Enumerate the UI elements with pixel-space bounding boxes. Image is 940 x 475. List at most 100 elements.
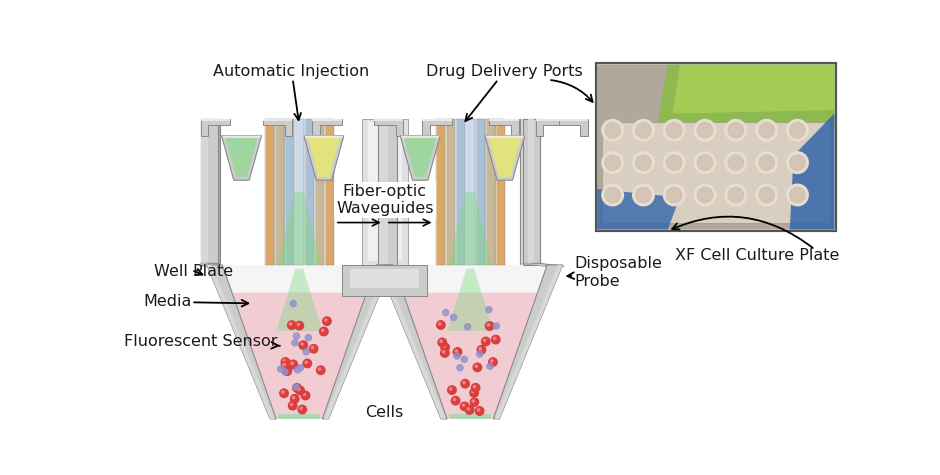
Circle shape [756, 184, 777, 206]
Polygon shape [404, 138, 436, 177]
Circle shape [462, 381, 465, 384]
Polygon shape [222, 135, 261, 180]
Polygon shape [226, 138, 258, 177]
Bar [476, 119, 485, 265]
Text: XF Cell Culture Plate: XF Cell Culture Plate [676, 248, 839, 263]
Circle shape [281, 358, 290, 366]
Text: Fluorescent Sensor: Fluorescent Sensor [124, 334, 280, 350]
Circle shape [633, 120, 654, 141]
Circle shape [439, 323, 441, 325]
Bar [201, 119, 208, 265]
Circle shape [790, 187, 806, 203]
Circle shape [282, 391, 284, 393]
Circle shape [487, 363, 494, 370]
Bar [378, 119, 397, 265]
Circle shape [291, 340, 298, 346]
Text: Cells: Cells [366, 406, 404, 420]
Circle shape [473, 363, 481, 371]
Circle shape [449, 388, 452, 390]
Circle shape [605, 187, 620, 203]
Circle shape [470, 389, 478, 397]
Circle shape [728, 123, 744, 138]
Circle shape [486, 306, 492, 313]
Circle shape [277, 366, 284, 372]
Bar [528, 119, 534, 265]
Circle shape [280, 389, 289, 398]
Circle shape [467, 408, 470, 410]
Bar [278, 414, 320, 419]
Circle shape [293, 384, 299, 390]
Circle shape [605, 123, 620, 138]
Polygon shape [201, 119, 230, 121]
Circle shape [454, 353, 460, 359]
Circle shape [464, 323, 471, 330]
Circle shape [298, 388, 300, 390]
Circle shape [483, 339, 486, 342]
Circle shape [487, 324, 490, 326]
Polygon shape [558, 119, 588, 135]
Circle shape [288, 321, 296, 329]
Circle shape [285, 369, 288, 371]
Polygon shape [312, 119, 341, 135]
Circle shape [441, 343, 449, 352]
Circle shape [319, 368, 321, 370]
Polygon shape [207, 265, 274, 419]
Circle shape [485, 322, 494, 330]
Polygon shape [447, 269, 494, 331]
Polygon shape [490, 119, 519, 121]
Circle shape [300, 407, 303, 409]
Circle shape [635, 187, 651, 203]
Circle shape [697, 155, 713, 171]
Circle shape [304, 393, 306, 396]
Circle shape [297, 365, 304, 371]
Polygon shape [558, 119, 588, 121]
Polygon shape [448, 192, 492, 265]
Circle shape [759, 155, 775, 171]
Circle shape [457, 365, 463, 371]
Circle shape [301, 343, 304, 345]
Circle shape [294, 386, 297, 388]
Circle shape [605, 155, 620, 171]
Circle shape [283, 363, 286, 366]
Circle shape [440, 340, 442, 342]
Circle shape [725, 184, 746, 206]
Bar [342, 265, 427, 296]
Circle shape [697, 123, 713, 138]
Bar [210, 119, 220, 265]
Circle shape [472, 400, 475, 402]
Polygon shape [485, 135, 525, 180]
Text: Fiber-optic
Waveguides: Fiber-optic Waveguides [336, 184, 433, 217]
Circle shape [304, 349, 309, 355]
Bar [476, 119, 478, 265]
Circle shape [494, 337, 495, 340]
Circle shape [438, 338, 446, 347]
Bar [269, 119, 288, 265]
Circle shape [436, 321, 446, 329]
Bar [435, 119, 437, 265]
Polygon shape [263, 119, 292, 121]
Circle shape [447, 386, 456, 394]
Bar [456, 119, 457, 265]
Polygon shape [494, 265, 563, 419]
Circle shape [695, 184, 716, 206]
Polygon shape [400, 135, 440, 139]
Circle shape [322, 317, 331, 325]
Circle shape [290, 395, 299, 403]
Polygon shape [263, 119, 292, 135]
Circle shape [602, 184, 623, 206]
Circle shape [725, 152, 746, 173]
Circle shape [461, 402, 469, 411]
Bar [528, 119, 540, 265]
Bar [478, 119, 486, 265]
Circle shape [299, 341, 307, 350]
Circle shape [725, 120, 746, 141]
Bar [446, 119, 447, 265]
Bar [597, 65, 835, 229]
Polygon shape [422, 119, 452, 135]
Bar [265, 119, 274, 265]
Polygon shape [403, 293, 538, 419]
Circle shape [472, 390, 474, 393]
Bar [269, 119, 278, 265]
Polygon shape [307, 138, 340, 177]
Circle shape [281, 361, 290, 370]
